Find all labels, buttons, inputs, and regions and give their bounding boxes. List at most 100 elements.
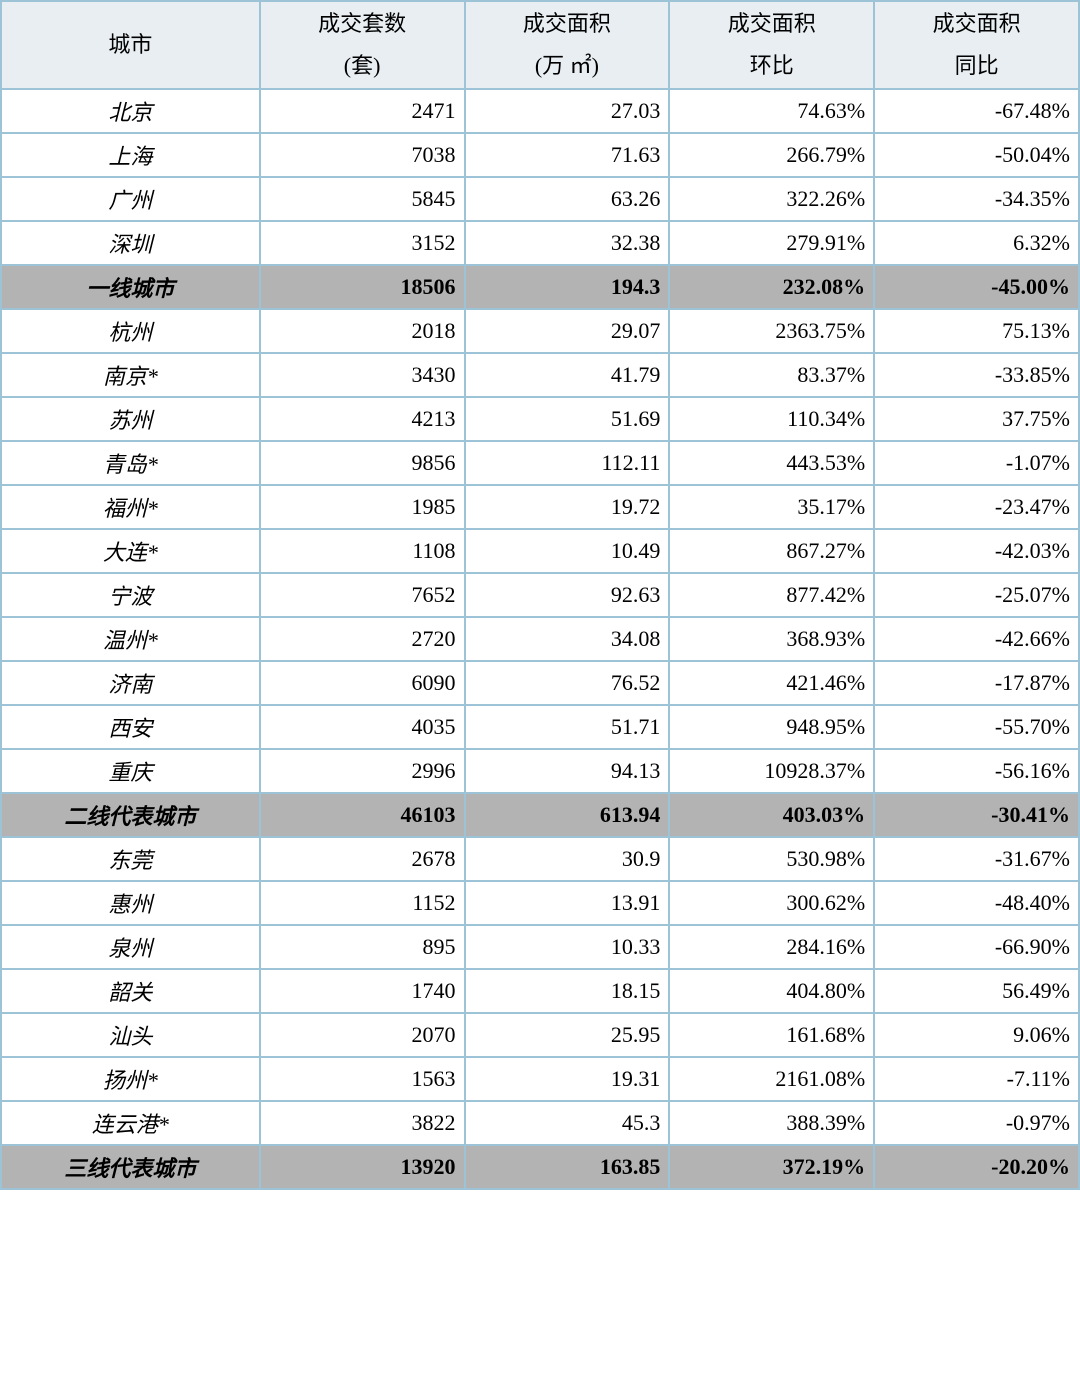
col-area: 成交面积(万 ㎡): [465, 1, 670, 89]
table-row: 二线代表城市46103613.94403.03%-30.41%: [1, 793, 1079, 837]
cell-mom: 161.68%: [669, 1013, 874, 1057]
table-row: 大连*110810.49867.27%-42.03%: [1, 529, 1079, 573]
cell-units: 2018: [260, 309, 465, 353]
cell-mom: 35.17%: [669, 485, 874, 529]
cell-area: 10.49: [465, 529, 670, 573]
cell-yoy: -20.20%: [874, 1145, 1079, 1189]
cell-units: 3822: [260, 1101, 465, 1145]
table-row: 汕头207025.95161.68%9.06%: [1, 1013, 1079, 1057]
cell-yoy: 9.06%: [874, 1013, 1079, 1057]
cell-city: 北京: [1, 89, 260, 133]
table-row: 苏州421351.69110.34%37.75%: [1, 397, 1079, 441]
cell-units: 4035: [260, 705, 465, 749]
cell-area: 18.15: [465, 969, 670, 1013]
cell-area: 94.13: [465, 749, 670, 793]
cell-city: 韶关: [1, 969, 260, 1013]
cell-area: 45.3: [465, 1101, 670, 1145]
cell-units: 1152: [260, 881, 465, 925]
cell-yoy: -67.48%: [874, 89, 1079, 133]
cell-yoy: 56.49%: [874, 969, 1079, 1013]
cell-mom: 74.63%: [669, 89, 874, 133]
table-header-row: 城市 成交套数(套) 成交面积(万 ㎡) 成交面积环比 成交面积同比: [1, 1, 1079, 89]
cell-mom: 83.37%: [669, 353, 874, 397]
table-row: 福州*198519.7235.17%-23.47%: [1, 485, 1079, 529]
cell-city: 扬州*: [1, 1057, 260, 1101]
table-row: 连云港*382245.3388.39%-0.97%: [1, 1101, 1079, 1145]
table-row: 青岛*9856112.11443.53%-1.07%: [1, 441, 1079, 485]
table-row: 深圳315232.38279.91%6.32%: [1, 221, 1079, 265]
cell-units: 2070: [260, 1013, 465, 1057]
table-row: 西安403551.71948.95%-55.70%: [1, 705, 1079, 749]
cell-area: 10.33: [465, 925, 670, 969]
cell-mom: 232.08%: [669, 265, 874, 309]
cell-area: 30.9: [465, 837, 670, 881]
col-mom: 成交面积环比: [669, 1, 874, 89]
cell-area: 41.79: [465, 353, 670, 397]
cell-mom: 372.19%: [669, 1145, 874, 1189]
cell-mom: 2161.08%: [669, 1057, 874, 1101]
cell-units: 1108: [260, 529, 465, 573]
cell-city: 广州: [1, 177, 260, 221]
cell-mom: 530.98%: [669, 837, 874, 881]
cell-area: 163.85: [465, 1145, 670, 1189]
cell-area: 71.63: [465, 133, 670, 177]
cell-mom: 948.95%: [669, 705, 874, 749]
cell-city: 温州*: [1, 617, 260, 661]
cell-area: 29.07: [465, 309, 670, 353]
cell-units: 1985: [260, 485, 465, 529]
cell-yoy: -7.11%: [874, 1057, 1079, 1101]
cell-yoy: -45.00%: [874, 265, 1079, 309]
cell-units: 6090: [260, 661, 465, 705]
cell-mom: 403.03%: [669, 793, 874, 837]
cell-area: 51.69: [465, 397, 670, 441]
cell-mom: 867.27%: [669, 529, 874, 573]
cell-yoy: -42.03%: [874, 529, 1079, 573]
cell-units: 1563: [260, 1057, 465, 1101]
cell-area: 19.31: [465, 1057, 670, 1101]
cell-area: 76.52: [465, 661, 670, 705]
col-yoy-l1: 成交面积: [933, 11, 1021, 36]
cell-units: 7038: [260, 133, 465, 177]
cell-city: 杭州: [1, 309, 260, 353]
cell-units: 3152: [260, 221, 465, 265]
cell-city: 连云港*: [1, 1101, 260, 1145]
table-body: 北京247127.0374.63%-67.48%上海703871.63266.7…: [1, 89, 1079, 1189]
cell-yoy: -25.07%: [874, 573, 1079, 617]
col-yoy-l2: 同比: [955, 53, 999, 78]
cell-area: 63.26: [465, 177, 670, 221]
cell-city: 苏州: [1, 397, 260, 441]
cell-mom: 2363.75%: [669, 309, 874, 353]
table-row: 韶关174018.15404.80%56.49%: [1, 969, 1079, 1013]
cell-yoy: -56.16%: [874, 749, 1079, 793]
cell-units: 2720: [260, 617, 465, 661]
table-row: 济南609076.52421.46%-17.87%: [1, 661, 1079, 705]
col-city-l1: 城市: [108, 32, 152, 57]
cell-mom: 421.46%: [669, 661, 874, 705]
cell-yoy: 75.13%: [874, 309, 1079, 353]
cell-city: 上海: [1, 133, 260, 177]
cell-units: 7652: [260, 573, 465, 617]
cell-mom: 388.39%: [669, 1101, 874, 1145]
table-row: 泉州89510.33284.16%-66.90%: [1, 925, 1079, 969]
cell-mom: 877.42%: [669, 573, 874, 617]
cell-units: 895: [260, 925, 465, 969]
col-area-l1: 成交面积: [523, 11, 611, 36]
col-mom-l2: 环比: [750, 53, 794, 78]
cell-city: 三线代表城市: [1, 1145, 260, 1189]
cell-mom: 279.91%: [669, 221, 874, 265]
table-row: 三线代表城市13920163.85372.19%-20.20%: [1, 1145, 1079, 1189]
table-row: 温州*272034.08368.93%-42.66%: [1, 617, 1079, 661]
cell-area: 613.94: [465, 793, 670, 837]
cell-city: 西安: [1, 705, 260, 749]
cell-area: 194.3: [465, 265, 670, 309]
cell-city: 南京*: [1, 353, 260, 397]
cell-units: 2471: [260, 89, 465, 133]
city-sales-table: 城市 成交套数(套) 成交面积(万 ㎡) 成交面积环比 成交面积同比 北京247…: [0, 0, 1080, 1190]
cell-city: 汕头: [1, 1013, 260, 1057]
cell-yoy: -31.67%: [874, 837, 1079, 881]
cell-yoy: -33.85%: [874, 353, 1079, 397]
cell-units: 1740: [260, 969, 465, 1013]
table-row: 东莞267830.9530.98%-31.67%: [1, 837, 1079, 881]
cell-yoy: -66.90%: [874, 925, 1079, 969]
table-row: 南京*343041.7983.37%-33.85%: [1, 353, 1079, 397]
